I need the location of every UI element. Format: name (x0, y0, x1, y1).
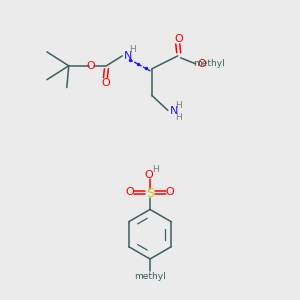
Text: S: S (146, 187, 154, 200)
Text: N: N (170, 106, 178, 116)
Text: O: O (174, 34, 183, 44)
Text: H: H (176, 101, 182, 110)
Text: O: O (145, 170, 153, 180)
Text: O: O (101, 78, 110, 88)
Text: O: O (198, 59, 206, 69)
Text: N: N (124, 51, 133, 61)
Text: H: H (129, 45, 136, 54)
Text: methyl: methyl (134, 272, 166, 281)
Text: O: O (86, 61, 95, 71)
Text: methyl: methyl (194, 59, 225, 68)
Text: O: O (165, 187, 174, 197)
Text: O: O (126, 187, 135, 197)
Text: H: H (176, 113, 182, 122)
Text: H: H (153, 165, 159, 174)
